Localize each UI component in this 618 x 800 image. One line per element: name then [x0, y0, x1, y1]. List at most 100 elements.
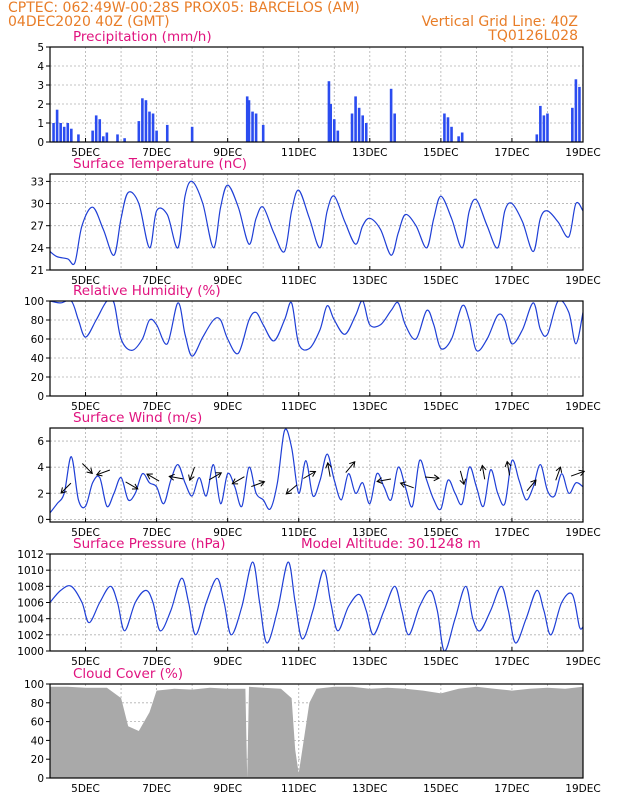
- series-line: [50, 428, 583, 514]
- precip-bar: [393, 113, 396, 142]
- y-tick-label: 1004: [17, 614, 44, 626]
- wind-arrow: [504, 460, 512, 476]
- x-tick-label: 15DEC: [423, 401, 458, 413]
- precip-bar: [94, 115, 98, 142]
- y-tick-label: 24: [31, 243, 45, 255]
- precip-bar: [336, 130, 340, 142]
- precip-bar: [460, 132, 464, 142]
- precip-bar: [539, 105, 542, 142]
- precip-bar: [137, 121, 141, 142]
- precip-bar: [123, 138, 126, 142]
- precip-bar: [55, 109, 59, 142]
- x-tick-label: 19DEC: [565, 783, 600, 795]
- x-tick-label: 13DEC: [352, 401, 387, 413]
- y-tick-label: 5: [37, 42, 44, 54]
- precip-bar: [98, 119, 102, 142]
- x-tick-label: 17DEC: [494, 401, 529, 413]
- precip-bar: [361, 115, 364, 142]
- x-tick-label: 15DEC: [423, 147, 458, 159]
- precip-bar: [364, 123, 368, 142]
- panel-title: Surface Wind (m/s): [73, 410, 202, 426]
- x-tick-label: 15DEC: [423, 527, 458, 539]
- x-tick-label: 7DEC: [142, 401, 171, 413]
- x-tick-label: 15DEC: [423, 656, 458, 668]
- precip-bar: [151, 113, 155, 142]
- y-tick-label: 0: [37, 391, 44, 403]
- x-tick-label: 9DEC: [213, 527, 242, 539]
- x-tick-label: 15DEC: [423, 783, 458, 795]
- precip-bar: [350, 113, 354, 142]
- plot-area: [50, 180, 583, 266]
- wind-arrow: [303, 470, 317, 479]
- cloud-cover-area: [50, 686, 583, 778]
- x-tick-label: 13DEC: [352, 275, 387, 287]
- y-tick-label: 2: [37, 99, 44, 111]
- y-tick-label: 27: [31, 221, 44, 233]
- x-tick-label: 5DEC: [71, 656, 100, 668]
- y-tick-label: 80: [31, 698, 44, 710]
- plot-area: [50, 686, 583, 778]
- precip-bar: [329, 104, 333, 142]
- x-tick-label: 19DEC: [565, 275, 600, 287]
- x-tick-label: 19DEC: [565, 401, 600, 413]
- precip-bar: [62, 126, 66, 142]
- y-tick-label: 100: [24, 296, 44, 308]
- x-tick-label: 17DEC: [494, 527, 529, 539]
- x-tick-label: 13DEC: [352, 783, 387, 795]
- panel-title: Precipitation (mm/h): [73, 29, 212, 45]
- y-tick-label: 80: [31, 315, 44, 327]
- precip-bar: [535, 134, 539, 142]
- precip-bar: [542, 115, 546, 142]
- y-tick-label: 100: [24, 679, 44, 691]
- panel-title: Relative Humidity (%): [73, 283, 221, 299]
- x-tick-label: 9DEC: [213, 401, 242, 413]
- x-tick-label: 5DEC: [71, 783, 100, 795]
- y-tick-label: 20: [31, 372, 44, 384]
- precip-bar: [66, 123, 70, 142]
- panel-frame: [49, 553, 584, 652]
- plot-area: [50, 561, 583, 651]
- y-tick-label: 1000: [17, 646, 44, 658]
- wind-arrow: [82, 463, 93, 475]
- x-tick-label: 11DEC: [281, 147, 316, 159]
- panel-frame: [49, 46, 584, 143]
- precip-bar: [59, 123, 62, 142]
- x-tick-label: 5DEC: [71, 401, 100, 413]
- x-tick-label: 9DEC: [213, 783, 242, 795]
- wind-arrow: [146, 473, 160, 482]
- x-tick-label: 19DEC: [565, 527, 600, 539]
- wind-arrow: [285, 484, 298, 495]
- y-tick-label: 0: [37, 137, 44, 149]
- wind-arrow: [424, 474, 440, 482]
- x-tick-label: 9DEC: [213, 275, 242, 287]
- precip-bar: [327, 81, 331, 142]
- precip-bar: [155, 130, 158, 142]
- precip-bar: [571, 107, 574, 142]
- y-tick-label: 1002: [17, 630, 44, 642]
- y-tick-label: 40: [31, 735, 44, 747]
- wind-arrow: [231, 476, 245, 485]
- precip-bar: [190, 126, 194, 142]
- precip-bar: [77, 134, 80, 142]
- x-tick-label: 11DEC: [281, 656, 316, 668]
- y-tick-label: 2: [37, 488, 44, 500]
- plot-area: [50, 301, 583, 357]
- header-grid-note: Vertical Grid Line: 40Z: [421, 14, 578, 30]
- x-tick-label: 9DEC: [213, 656, 242, 668]
- y-tick-label: 20: [31, 754, 44, 766]
- x-tick-label: 7DEC: [142, 275, 171, 287]
- x-tick-label: 13DEC: [352, 147, 387, 159]
- precip-bar: [116, 134, 119, 142]
- wind-arrow: [168, 473, 184, 481]
- wind-arrow: [125, 481, 139, 490]
- wind-arrow: [251, 480, 266, 488]
- panel-title: Surface Pressure (hPa): [73, 536, 226, 552]
- precip-bar: [141, 98, 144, 142]
- precip-bar: [457, 136, 460, 142]
- precip-bar: [450, 126, 453, 142]
- wind-arrow: [526, 479, 537, 492]
- x-tick-label: 17DEC: [494, 275, 529, 287]
- wind-arrow: [479, 464, 487, 480]
- precip-bar: [70, 128, 73, 142]
- wind-arrow: [95, 469, 111, 477]
